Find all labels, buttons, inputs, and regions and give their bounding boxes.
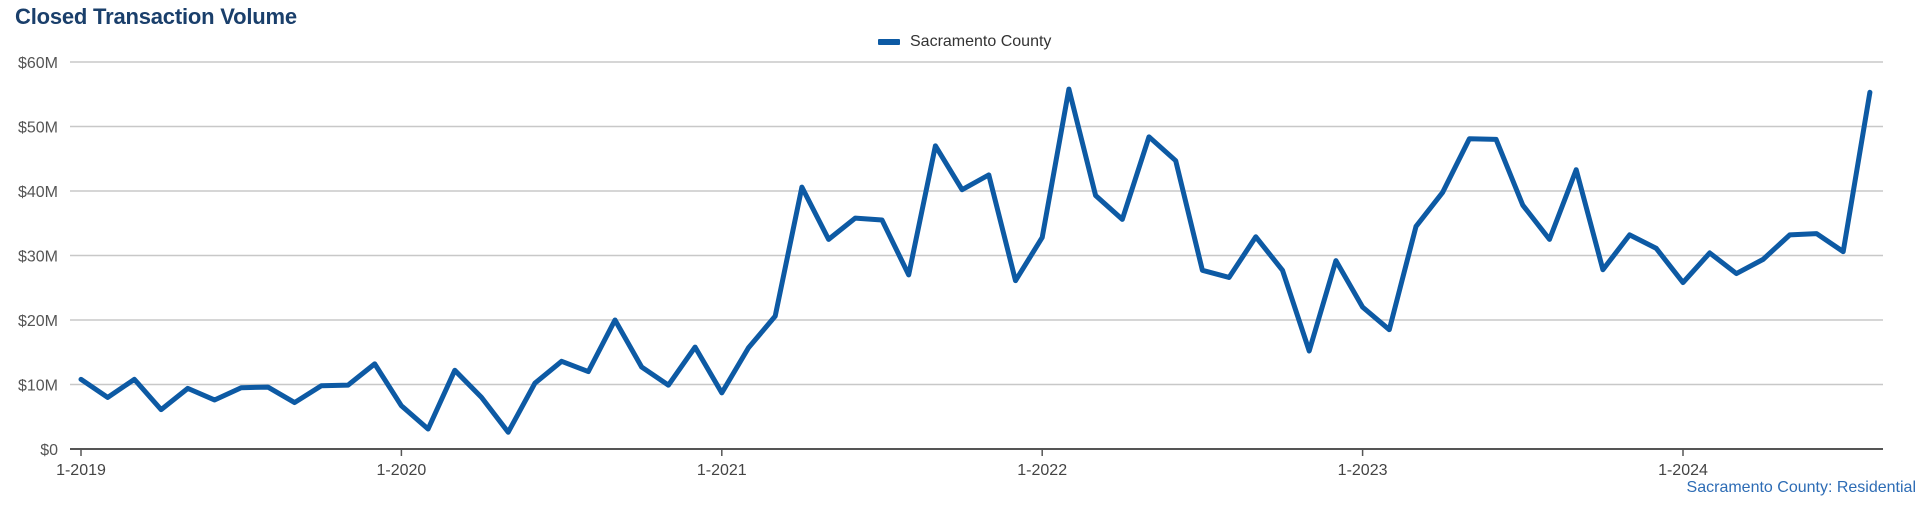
- y-tick-label: $0: [40, 442, 58, 459]
- data-point[interactable]: [1787, 232, 1792, 237]
- data-point[interactable]: [826, 237, 831, 242]
- series-lines: [78, 86, 1873, 435]
- data-point[interactable]: [639, 364, 644, 369]
- y-tick-label: $50M: [18, 120, 58, 137]
- data-point[interactable]: [773, 314, 778, 319]
- data-point[interactable]: [1707, 250, 1712, 255]
- data-point[interactable]: [105, 395, 110, 400]
- data-point[interactable]: [132, 377, 137, 382]
- data-point[interactable]: [960, 187, 965, 192]
- legend[interactable]: Sacramento County: [878, 33, 1051, 51]
- data-point[interactable]: [1600, 267, 1605, 272]
- data-point[interactable]: [292, 400, 297, 405]
- data-point[interactable]: [1280, 268, 1285, 273]
- y-tick-label: $30M: [18, 249, 58, 266]
- data-point[interactable]: [1040, 235, 1045, 240]
- x-axis: 1-2019 1-2020 1-2021 1-2022 1-2023 1-2024: [56, 448, 1883, 479]
- y-tick-label: $10M: [18, 378, 58, 395]
- data-point[interactable]: [212, 397, 217, 402]
- data-point[interactable]: [853, 215, 858, 220]
- data-point[interactable]: [746, 345, 751, 350]
- x-tick-label: 1-2020: [376, 462, 426, 479]
- data-point[interactable]: [1841, 249, 1846, 254]
- gridlines: [70, 61, 1883, 386]
- data-point[interactable]: [693, 344, 698, 349]
- data-point[interactable]: [399, 403, 404, 408]
- source-note: Sacramento County: Residential: [1686, 479, 1916, 496]
- y-axis-ticks: $0 $10M $20M $30M $40M $50M $60M: [18, 55, 58, 459]
- legend-swatch: [878, 39, 900, 45]
- data-point[interactable]: [159, 407, 164, 412]
- data-point[interactable]: [666, 383, 671, 388]
- data-point[interactable]: [372, 361, 377, 366]
- y-tick-label: $20M: [18, 313, 58, 330]
- data-point[interactable]: [1761, 257, 1766, 262]
- legend-label: Sacramento County: [910, 33, 1052, 50]
- data-point[interactable]: [1146, 134, 1151, 139]
- x-tick-label: 1-2024: [1658, 462, 1708, 479]
- data-point[interactable]: [879, 217, 884, 222]
- data-point[interactable]: [799, 185, 804, 190]
- data-point[interactable]: [1307, 348, 1312, 353]
- data-point[interactable]: [78, 377, 83, 382]
- data-point[interactable]: [1227, 275, 1232, 280]
- data-point[interactable]: [1680, 280, 1685, 285]
- data-point[interactable]: [1066, 86, 1071, 91]
- data-point[interactable]: [1093, 193, 1098, 198]
- data-point[interactable]: [1467, 136, 1472, 141]
- data-point[interactable]: [1173, 158, 1178, 163]
- data-point[interactable]: [426, 426, 431, 431]
- data-point[interactable]: [1413, 224, 1418, 229]
- data-point[interactable]: [506, 430, 511, 435]
- data-point[interactable]: [1654, 246, 1659, 251]
- data-point[interactable]: [1013, 278, 1018, 283]
- data-point[interactable]: [319, 383, 324, 388]
- data-point[interactable]: [559, 359, 564, 364]
- data-point[interactable]: [986, 172, 991, 177]
- data-point[interactable]: [612, 317, 617, 322]
- x-tick-label: 1-2021: [697, 462, 747, 479]
- series-line-sacramento-county: [78, 86, 1873, 435]
- x-tick-label: 1-2019: [56, 462, 106, 479]
- data-point[interactable]: [1333, 258, 1338, 263]
- data-point[interactable]: [1440, 190, 1445, 195]
- data-point[interactable]: [1520, 203, 1525, 208]
- data-point[interactable]: [1200, 268, 1205, 273]
- chart-title: Closed Transaction Volume: [15, 4, 297, 29]
- data-point[interactable]: [1814, 231, 1819, 236]
- data-point[interactable]: [1253, 234, 1258, 239]
- data-point[interactable]: [1867, 90, 1872, 95]
- data-point[interactable]: [1360, 305, 1365, 310]
- data-point[interactable]: [452, 368, 457, 373]
- data-point[interactable]: [1547, 237, 1552, 242]
- data-point[interactable]: [1627, 232, 1632, 237]
- data-point[interactable]: [239, 385, 244, 390]
- data-point[interactable]: [1494, 137, 1499, 142]
- data-point[interactable]: [1120, 217, 1125, 222]
- data-point[interactable]: [933, 143, 938, 148]
- data-point[interactable]: [1574, 167, 1579, 172]
- data-point[interactable]: [185, 386, 190, 391]
- data-point[interactable]: [479, 395, 484, 400]
- data-point[interactable]: [532, 381, 537, 386]
- data-point[interactable]: [906, 272, 911, 277]
- data-point[interactable]: [345, 383, 350, 388]
- y-tick-label: $60M: [18, 55, 58, 72]
- data-point[interactable]: [719, 390, 724, 395]
- data-point[interactable]: [586, 369, 591, 374]
- data-point[interactable]: [265, 384, 270, 389]
- y-tick-label: $40M: [18, 184, 58, 201]
- x-tick-label: 1-2023: [1338, 462, 1388, 479]
- data-point[interactable]: [1387, 327, 1392, 332]
- data-point[interactable]: [1734, 271, 1739, 276]
- x-tick-label: 1-2022: [1017, 462, 1067, 479]
